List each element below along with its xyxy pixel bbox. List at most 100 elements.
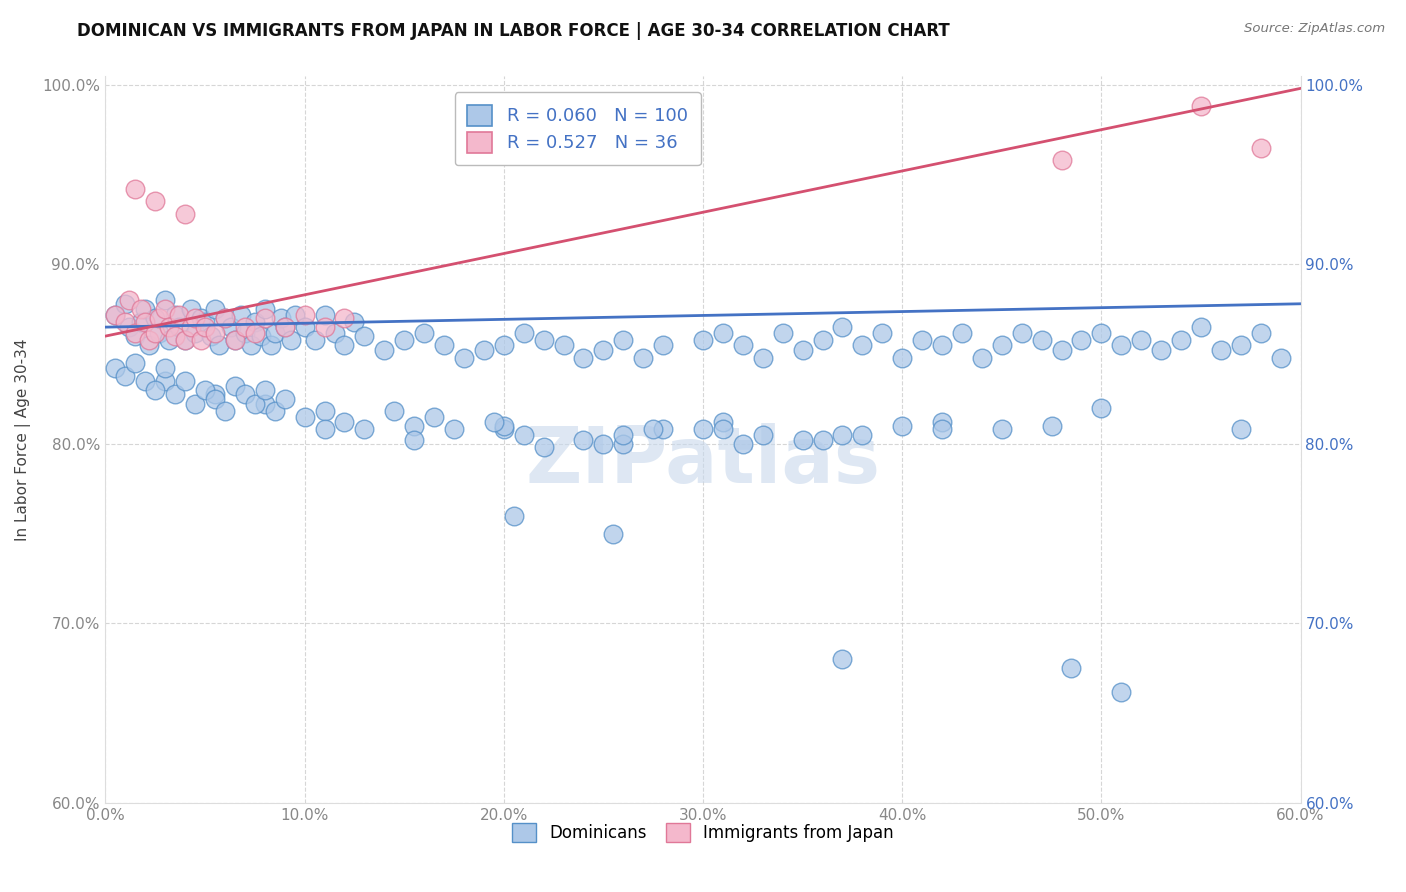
Point <box>533 333 555 347</box>
Point <box>772 326 794 340</box>
Point <box>260 338 283 352</box>
Point <box>911 333 934 347</box>
Point <box>204 326 226 340</box>
Point <box>1229 422 1251 436</box>
Point <box>502 508 524 523</box>
Point <box>174 207 197 221</box>
Point <box>1050 343 1073 358</box>
Point <box>153 374 177 388</box>
Point <box>872 326 894 340</box>
Point <box>413 326 436 340</box>
Point <box>165 386 187 401</box>
Point <box>792 434 814 448</box>
Point <box>174 374 197 388</box>
Point <box>333 415 356 429</box>
Point <box>204 386 226 401</box>
Point <box>224 333 246 347</box>
Point <box>1111 338 1133 352</box>
Point <box>129 302 153 317</box>
Point <box>592 343 614 358</box>
Point <box>273 320 295 334</box>
Point <box>243 315 266 329</box>
Point <box>1111 684 1133 698</box>
Point <box>931 415 953 429</box>
Point <box>711 326 734 340</box>
Point <box>124 329 146 343</box>
Point <box>811 333 834 347</box>
Point <box>950 326 973 340</box>
Point <box>219 320 242 334</box>
Point <box>184 326 207 340</box>
Point <box>692 422 714 436</box>
Point <box>250 329 273 343</box>
Point <box>190 333 212 347</box>
Point <box>333 311 356 326</box>
Point <box>263 404 285 418</box>
Point <box>1011 326 1033 340</box>
Point <box>353 329 375 343</box>
Point <box>533 441 555 455</box>
Point <box>492 422 515 436</box>
Point <box>353 422 375 436</box>
Point <box>204 392 226 406</box>
Point <box>294 409 316 424</box>
Point <box>831 427 853 442</box>
Point <box>602 526 624 541</box>
Point <box>373 343 395 358</box>
Point <box>229 308 252 322</box>
Point <box>404 418 426 433</box>
Point <box>157 333 180 347</box>
Point <box>114 368 136 383</box>
Point <box>165 329 187 343</box>
Point <box>243 397 266 411</box>
Point <box>148 311 170 326</box>
Point <box>343 315 366 329</box>
Point <box>891 418 914 433</box>
Point <box>831 320 853 334</box>
Point <box>138 338 160 352</box>
Point <box>314 308 336 322</box>
Point <box>280 333 302 347</box>
Point <box>572 351 595 365</box>
Point <box>148 326 170 340</box>
Point <box>1209 343 1232 358</box>
Point <box>143 194 166 209</box>
Point <box>612 333 634 347</box>
Point <box>792 343 814 358</box>
Point <box>200 329 222 343</box>
Point <box>184 311 207 326</box>
Point <box>1040 418 1063 433</box>
Point <box>124 326 146 340</box>
Point <box>1229 338 1251 352</box>
Point <box>270 311 292 326</box>
Point <box>214 311 236 326</box>
Point <box>233 326 256 340</box>
Point <box>174 333 197 347</box>
Point <box>711 415 734 429</box>
Point <box>104 308 127 322</box>
Point <box>134 302 156 317</box>
Point <box>180 302 202 317</box>
Point <box>224 333 246 347</box>
Point <box>114 297 136 311</box>
Point <box>253 302 276 317</box>
Point <box>1050 153 1073 168</box>
Point <box>114 315 136 329</box>
Point <box>167 308 190 322</box>
Point <box>751 427 773 442</box>
Point <box>731 338 754 352</box>
Point <box>104 361 127 376</box>
Point <box>692 333 714 347</box>
Point <box>190 311 212 326</box>
Point <box>811 434 834 448</box>
Point <box>1189 99 1212 113</box>
Point <box>643 422 665 436</box>
Point <box>1270 351 1292 365</box>
Point <box>233 386 256 401</box>
Point <box>294 320 316 334</box>
Point <box>1090 401 1112 415</box>
Point <box>134 315 156 329</box>
Point <box>253 383 276 397</box>
Point <box>472 343 495 358</box>
Point <box>294 308 316 322</box>
